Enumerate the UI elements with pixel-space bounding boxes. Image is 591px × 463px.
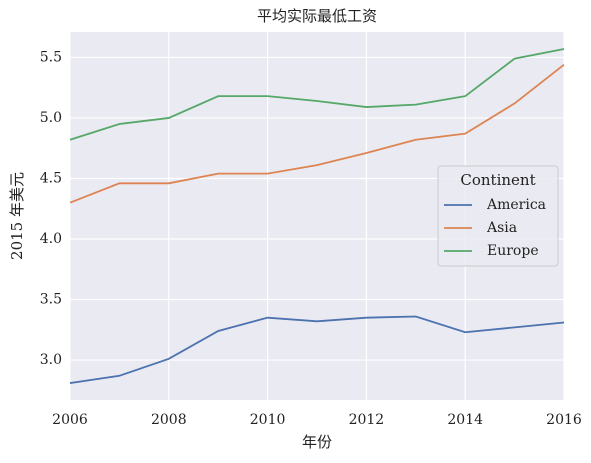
legend-label: Europe (487, 243, 539, 259)
legend-label: America (486, 197, 546, 213)
y-tick-label: 3.5 (40, 292, 62, 308)
y-axis-label: 2015 年美元 (8, 172, 26, 260)
y-tick-label: 5.5 (40, 49, 62, 65)
x-tick-label: 2012 (349, 412, 385, 428)
series-line (69, 48, 565, 141)
x-tick-label: 2010 (250, 412, 286, 428)
legend-box (437, 165, 559, 267)
legend-label: Asia (486, 220, 517, 236)
series-line (69, 315, 565, 384)
x-tick-label: 2016 (546, 412, 582, 428)
chart-title: 平均实际最低工资 (257, 7, 377, 25)
x-tick-label: 2008 (151, 412, 187, 428)
y-tick-label: 5.0 (40, 110, 62, 126)
series-line (69, 63, 565, 204)
y-tick-label: 4.5 (40, 170, 62, 186)
x-tick-label: 2014 (447, 412, 483, 428)
y-tick-label: 3.0 (40, 352, 62, 368)
x-tick-label: 2006 (52, 412, 88, 428)
legend-title: Continent (460, 171, 535, 189)
y-tick-label: 4.0 (40, 231, 62, 247)
x-axis-label: 年份 (302, 433, 332, 451)
